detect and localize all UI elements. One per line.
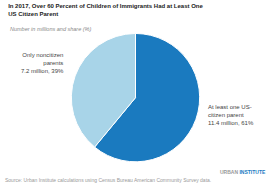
svg-text:Number in millions and share (: Number in millions and share (%) <box>10 26 91 32</box>
svg-text:In 2017, Over 60 Percent of Ch: In 2017, Over 60 Percent of Children of … <box>8 3 203 17</box>
svg-text:Source: Urban Institute calcul: Source: Urban Institute calculations usi… <box>5 177 211 183</box>
svg-text:At least one US-citizen parent: At least one US-citizen parent11.4 milli… <box>208 104 254 126</box>
svg-text:URBAN INSTITUTE: URBAN INSTITUTE <box>220 169 266 175</box>
svg-text:Only noncitizenparents7.2 mill: Only noncitizenparents7.2 million, 39% <box>21 52 64 74</box>
